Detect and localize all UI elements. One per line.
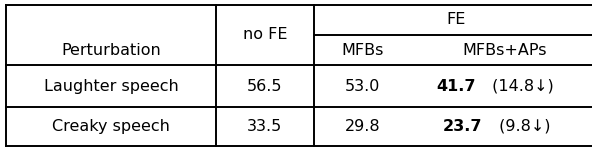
Text: Laughter speech: Laughter speech <box>44 79 178 94</box>
Text: Creaky speech: Creaky speech <box>52 119 170 134</box>
Text: 41.7: 41.7 <box>436 79 475 94</box>
Text: no FE: no FE <box>243 27 287 42</box>
Text: 56.5: 56.5 <box>247 79 282 94</box>
Text: FE: FE <box>446 12 465 27</box>
Text: (14.8↓): (14.8↓) <box>487 79 554 94</box>
Text: (9.8↓): (9.8↓) <box>494 119 550 134</box>
Text: MFBs: MFBs <box>342 43 384 58</box>
Text: 29.8: 29.8 <box>345 119 381 134</box>
Text: 53.0: 53.0 <box>345 79 380 94</box>
Text: 33.5: 33.5 <box>247 119 282 134</box>
Text: MFBs+APs: MFBs+APs <box>462 43 547 58</box>
Text: 23.7: 23.7 <box>443 119 482 134</box>
Text: Perturbation: Perturbation <box>61 43 161 58</box>
